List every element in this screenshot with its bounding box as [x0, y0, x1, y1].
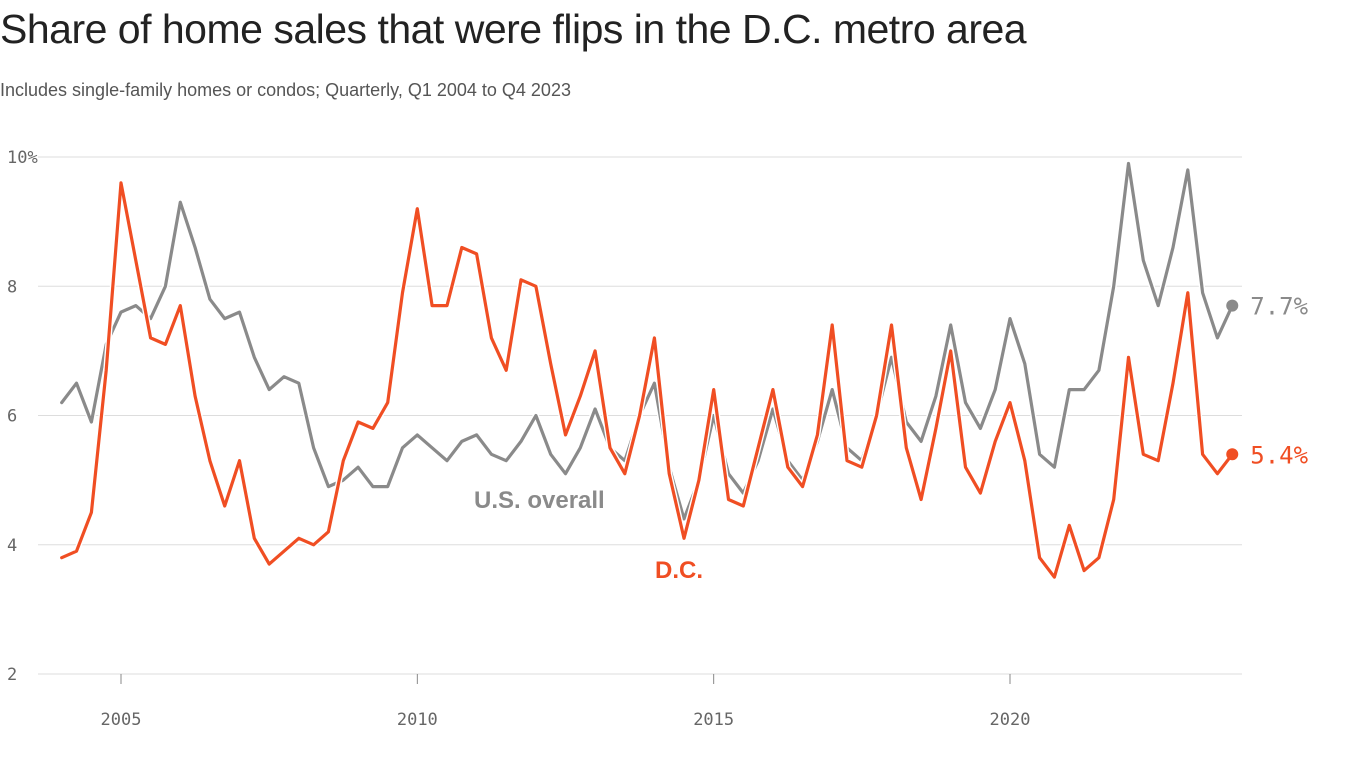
chart-subtitle: Includes single-family homes or condos; …: [0, 80, 571, 100]
x-tick-label-2020: 2020: [990, 710, 1031, 730]
y-axis-ticks: 2 4 6 8 10%: [7, 148, 38, 685]
dc-line: [60, 181, 1234, 579]
y-tick-label-10: 10%: [7, 148, 38, 168]
x-tick-label-2015: 2015: [693, 710, 734, 730]
y-tick-label-6: 6: [7, 407, 17, 427]
us-overall-end-point: [1226, 299, 1239, 312]
dc-end-point: [1226, 448, 1239, 461]
dc-end-label: 5.4%: [1250, 441, 1308, 469]
us-overall-line: [60, 161, 1234, 521]
x-axis-ticks: 2005 2010 2015 2020: [101, 674, 1031, 730]
series-lines: 7.7% 5.4%: [59, 160, 1309, 581]
chart-title: Share of home sales that were flips in t…: [0, 6, 1027, 52]
x-tick-label-2005: 2005: [101, 710, 142, 730]
series-labels: U.S. overall D.C.: [474, 487, 703, 584]
x-tick-label-2010: 2010: [397, 710, 438, 730]
us-overall-annotation: U.S. overall: [474, 487, 605, 514]
y-tick-label-4: 4: [7, 536, 17, 556]
dc-annotation: D.C.: [655, 557, 703, 584]
y-tick-label-2: 2: [7, 665, 17, 685]
y-tick-label-8: 8: [7, 277, 17, 297]
gridlines: [38, 156, 1242, 675]
us-overall-end-label: 7.7%: [1250, 293, 1308, 321]
